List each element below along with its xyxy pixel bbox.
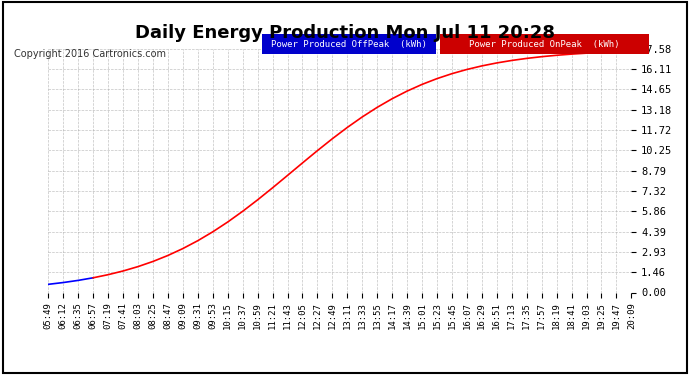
FancyBboxPatch shape <box>440 34 649 54</box>
FancyBboxPatch shape <box>262 34 436 54</box>
Text: Copyright 2016 Cartronics.com: Copyright 2016 Cartronics.com <box>14 49 166 59</box>
Text: Daily Energy Production Mon Jul 11 20:28: Daily Energy Production Mon Jul 11 20:28 <box>135 24 555 42</box>
Text: Power Produced OnPeak  (kWh): Power Produced OnPeak (kWh) <box>469 40 620 49</box>
Text: Power Produced OffPeak  (kWh): Power Produced OffPeak (kWh) <box>271 40 427 49</box>
